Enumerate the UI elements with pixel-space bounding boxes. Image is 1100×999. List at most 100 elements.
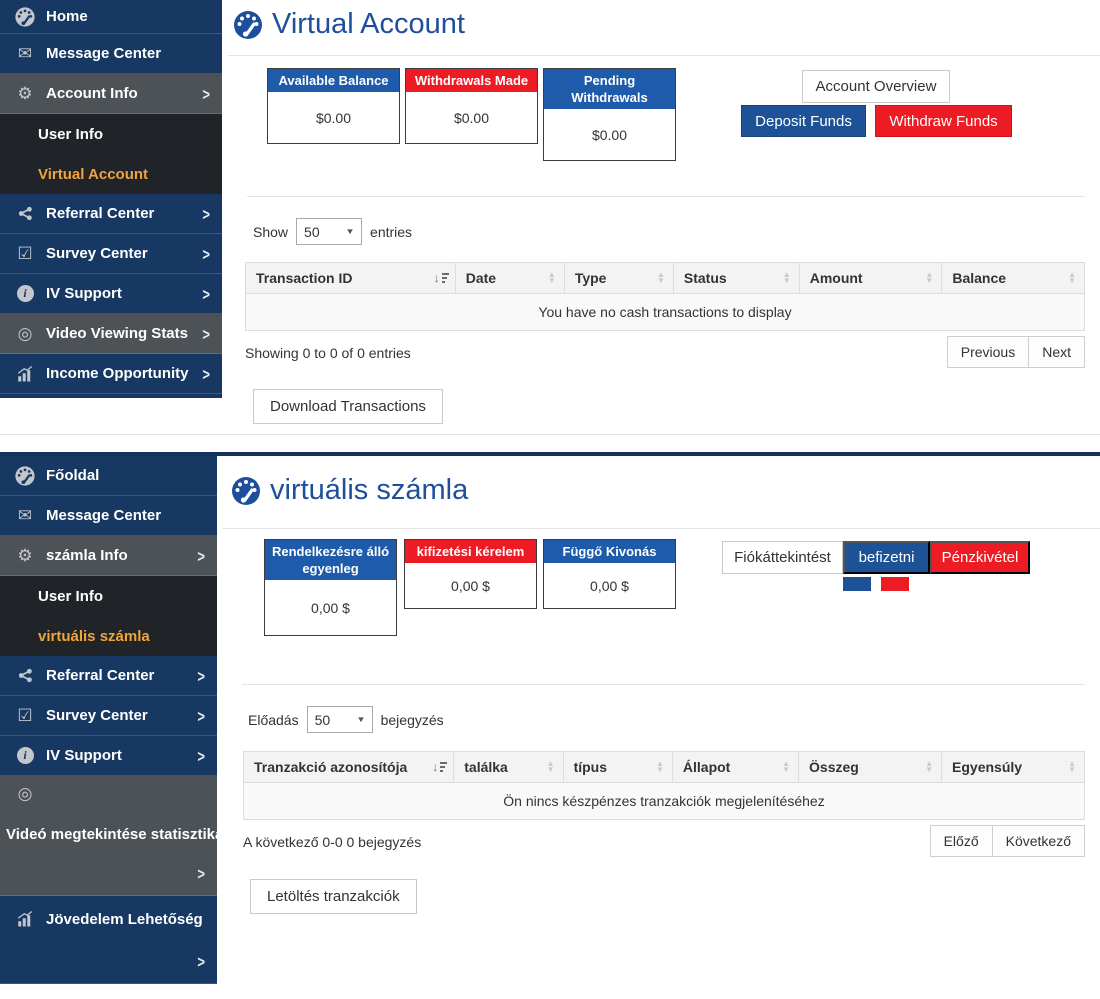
sidebar-item-home[interactable]: Főoldal bbox=[0, 456, 217, 496]
download-transactions-button[interactable]: Letöltés tranzakciók bbox=[250, 879, 417, 914]
stat-box-value: $0.00 bbox=[453, 109, 490, 126]
share-icon bbox=[12, 667, 38, 684]
info-icon: i bbox=[12, 285, 38, 302]
sidebar-item-referral-center[interactable]: Referral Center > bbox=[0, 194, 222, 234]
envelope-icon: ✉ bbox=[17, 505, 33, 525]
deposit-funds-button[interactable]: Deposit Funds bbox=[741, 105, 866, 137]
chevron-right-icon: > bbox=[202, 323, 210, 344]
column-status[interactable]: Állapot ▲ ▼ bbox=[671, 751, 800, 783]
sidebar-item-label: User Info bbox=[38, 587, 104, 605]
next-button[interactable]: Következő bbox=[991, 825, 1085, 857]
sort-icon: ▲ ▼ bbox=[547, 270, 556, 285]
column-balance[interactable]: Egyensúly ▲ ▼ bbox=[941, 751, 1085, 783]
stat-box-pending-withdrawals: Pending Withdrawals $0.00 bbox=[543, 68, 676, 161]
column-amount[interactable]: Amount ▲ ▼ bbox=[798, 262, 943, 294]
sidebar-item-label: Account Info bbox=[46, 85, 138, 102]
pagination: Previous Next bbox=[946, 336, 1085, 368]
survey-check-icon: ☑ bbox=[17, 705, 33, 725]
entries-control: Show 50 ▼ entries bbox=[253, 218, 412, 245]
previous-button[interactable]: Előző bbox=[929, 825, 993, 857]
main-content-hu: virtuális számla Rendelkezésre álló egye… bbox=[217, 456, 1100, 999]
column-date[interactable]: Date ▲ ▼ bbox=[454, 262, 565, 294]
previous-button[interactable]: Previous bbox=[946, 336, 1030, 368]
column-transaction-id[interactable]: Transaction ID ↓ bbox=[245, 262, 456, 294]
divider bbox=[228, 55, 1100, 56]
withdraw-funds-button[interactable]: Withdraw Funds bbox=[875, 105, 1012, 137]
sidebar-item-label: Home bbox=[46, 8, 88, 25]
account-overview-button[interactable]: Account Overview bbox=[802, 70, 950, 103]
dashboard-icon bbox=[232, 9, 264, 41]
stat-box-header: Withdrawals Made bbox=[406, 69, 537, 92]
divider bbox=[223, 528, 1100, 529]
entries-label: bejegyzés bbox=[380, 711, 444, 728]
gear-icon: ⚙ bbox=[17, 83, 33, 103]
entries-label: entries bbox=[370, 223, 413, 240]
column-status[interactable]: Status ▲ ▼ bbox=[672, 262, 800, 294]
sort-icon: ▲ ▼ bbox=[925, 759, 934, 774]
page-size-select[interactable]: 50 ▼ bbox=[296, 218, 363, 245]
sidebar-item-survey-center[interactable]: ☑ Survey Center > bbox=[0, 696, 217, 736]
sidebar-en: Home ✉ Message Center ⚙ Account Info > U… bbox=[0, 0, 222, 398]
chevron-right-icon: > bbox=[197, 665, 205, 686]
sort-icon: ▲ ▼ bbox=[925, 270, 934, 285]
divider bbox=[247, 196, 1085, 197]
transactions-table: Tranzakció azonosítója ↓ találka ▲ ▼ típu… bbox=[242, 751, 1085, 820]
page-size-select[interactable]: 50 ▼ bbox=[306, 706, 373, 733]
column-type[interactable]: Type ▲ ▼ bbox=[563, 262, 674, 294]
empty-message: You have no cash transactions to display bbox=[245, 293, 1085, 331]
sort-desc-icon: ↓ bbox=[432, 761, 448, 773]
stat-box-value: $0.00 bbox=[591, 126, 628, 143]
sidebar-item-survey-center[interactable]: ☑ Survey Center > bbox=[0, 234, 222, 274]
sidebar-item-label: Video Viewing Stats bbox=[46, 325, 188, 342]
sidebar-item-label: Survey Center bbox=[46, 707, 148, 724]
sidebar-item-account-info[interactable]: ⚙ számla Info > bbox=[0, 536, 217, 576]
deposit-funds-button[interactable]: befizetni bbox=[843, 541, 930, 574]
sidebar-item-video-viewing-stats[interactable]: ◎ Videó megtekintése statisztika > bbox=[0, 776, 217, 896]
share-icon bbox=[12, 205, 38, 222]
table-info: A következő 0-0 0 bejegyzés bbox=[243, 834, 422, 850]
sidebar-item-message-center[interactable]: ✉ Message Center bbox=[0, 34, 222, 74]
stat-box-header: Rendelkezésre álló egyenleg bbox=[265, 540, 396, 580]
next-button[interactable]: Next bbox=[1028, 336, 1085, 368]
column-transaction-id[interactable]: Tranzakció azonosítója ↓ bbox=[242, 751, 455, 783]
info-icon: i bbox=[12, 747, 38, 764]
table-info: Showing 0 to 0 of 0 entries bbox=[245, 345, 411, 361]
column-amount[interactable]: Összeg ▲ ▼ bbox=[798, 751, 943, 783]
sidebar-item-account-info[interactable]: ⚙ Account Info > bbox=[0, 74, 222, 114]
column-type[interactable]: típus ▲ ▼ bbox=[562, 751, 673, 783]
sidebar-item-virtual-account[interactable]: Virtual Account bbox=[0, 154, 222, 194]
stat-box-value: 0,00 $ bbox=[451, 577, 490, 594]
stat-box-pending-withdrawals: Függő Kivonás 0,00 $ bbox=[543, 539, 676, 609]
dashboard-icon bbox=[12, 6, 38, 28]
sidebar-item-label: Referral Center bbox=[46, 667, 155, 684]
sidebar-item-label: Referral Center bbox=[46, 205, 155, 222]
account-overview-button[interactable]: Fiókáttekintést bbox=[722, 541, 843, 574]
stat-box-header: kifizetési kérelem bbox=[405, 540, 536, 563]
column-date[interactable]: találka ▲ ▼ bbox=[453, 751, 564, 783]
page-title: virtuális számla bbox=[230, 474, 468, 507]
page-title: Virtual Account bbox=[232, 8, 465, 41]
sidebar-item-income-opportunity[interactable]: Jövedelem Lehetőség > bbox=[0, 896, 217, 984]
gear-icon: ⚙ bbox=[17, 545, 33, 565]
sidebar-item-video-viewing-stats[interactable]: ◎ Video Viewing Stats > bbox=[0, 314, 222, 354]
page-size-value: 50 bbox=[314, 711, 331, 728]
sidebar-item-referral-center[interactable]: Referral Center > bbox=[0, 656, 217, 696]
sidebar-item-virtual-account[interactable]: virtuális számla bbox=[0, 616, 217, 656]
sidebar-item-label: számla Info bbox=[46, 547, 128, 564]
column-balance[interactable]: Balance ▲ ▼ bbox=[941, 262, 1085, 294]
download-transactions-button[interactable]: Download Transactions bbox=[253, 389, 443, 424]
red-fragment-block bbox=[881, 577, 909, 591]
sidebar-item-income-opportunity[interactable]: Income Opportunity > bbox=[0, 354, 222, 394]
withdraw-funds-button[interactable]: Pénzkivétel bbox=[930, 541, 1030, 574]
sidebar-item-home[interactable]: Home bbox=[0, 0, 222, 34]
sidebar-item-iv-support[interactable]: i IV Support > bbox=[0, 274, 222, 314]
table-header-row: Tranzakció azonosítója ↓ találka ▲ ▼ típu… bbox=[242, 751, 1085, 783]
sort-icon: ▲ ▼ bbox=[1068, 270, 1076, 285]
sidebar-item-iv-support[interactable]: i IV Support > bbox=[0, 736, 217, 776]
target-icon: ◎ bbox=[17, 323, 33, 343]
sidebar-item-message-center[interactable]: ✉ Message Center bbox=[0, 496, 217, 536]
sidebar-item-label: Főoldal bbox=[46, 467, 100, 484]
sidebar-item-user-info[interactable]: User Info bbox=[0, 576, 217, 616]
sidebar-item-user-info[interactable]: User Info bbox=[0, 114, 222, 154]
chevron-right-icon: > bbox=[202, 243, 210, 264]
